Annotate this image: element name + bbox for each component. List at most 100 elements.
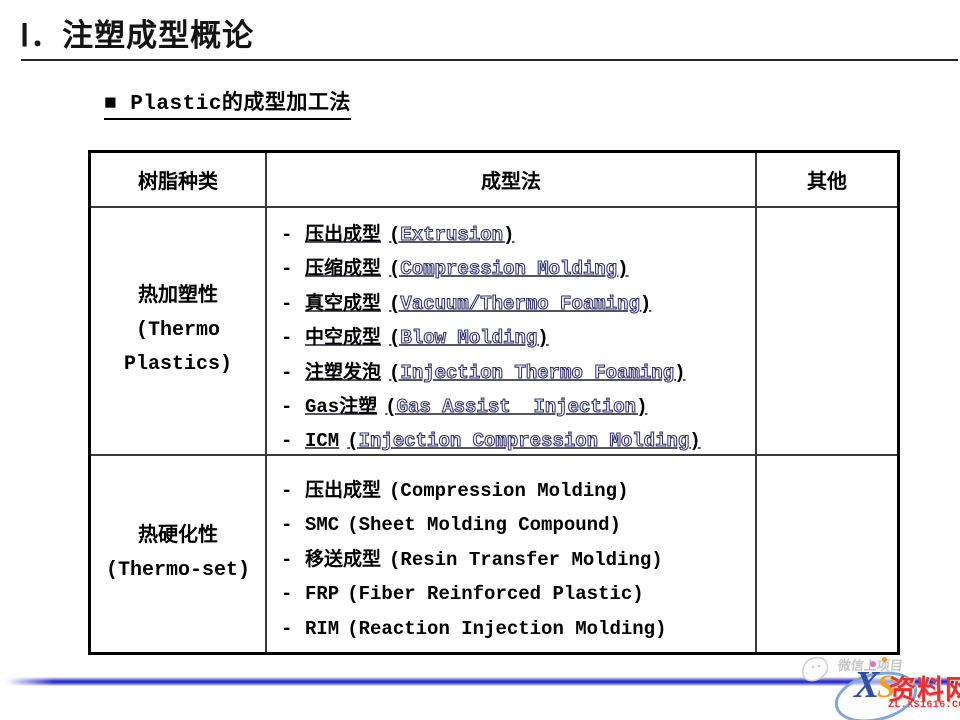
method-name-en: Injection Thermo Foaming [400, 361, 675, 384]
bullet-dash: - [281, 327, 293, 350]
method-name-cn: FRP [305, 583, 340, 606]
paren-open: ( [389, 224, 401, 246]
method-item: - 移送成型 (Resin Transfer Molding) [281, 543, 755, 577]
method-item: - SMC (Sheet Molding Compound) [281, 508, 755, 542]
methods-cell-thermoplastics: - 压出成型 (Extrusion) - 压缩成型 (Compression Moldin… [267, 208, 757, 456]
method-item: - 压缩成型 (Compression Molding) [281, 252, 755, 286]
method-name-en: Injection Compression Molding [358, 430, 690, 453]
method-name-cn: ICM [305, 430, 340, 453]
method-name-cn: 压缩成型 [305, 258, 382, 281]
method-text: 注塑发泡 (Injection Thermo Foaming) [305, 361, 686, 384]
paren-close: ) [537, 327, 549, 350]
method-text: 压出成型 (Extrusion) [305, 223, 515, 246]
method-item: - RIM (Reaction Injection Molding) [281, 612, 755, 646]
paren-open: ( [347, 617, 359, 640]
bullet-dash: - [281, 361, 293, 384]
resin-type-line: (Thermo-set) [105, 559, 251, 582]
method-item: - 压出成型 (Compression Molding) [281, 474, 755, 508]
paren-close: ) [632, 583, 644, 606]
paren-close: ) [617, 258, 629, 281]
paren-open: ( [385, 396, 397, 419]
method-text: 真空成型 (Vacuum/Thermo Foaming) [305, 292, 652, 315]
paren-close: ) [617, 480, 629, 502]
bullet-dash: - [281, 617, 293, 640]
method-name-cn: RIM [305, 617, 340, 640]
paren-open: ( [389, 258, 401, 281]
method-name-en: Sheet Molding Compound [358, 514, 610, 537]
paren-open: ( [389, 480, 401, 502]
paren-close: ) [655, 617, 667, 640]
molding-methods-table: 树脂种类 成型法 其他 热加塑性 (Thermo Plastics) - 压出成型 (E… [88, 150, 900, 655]
bullet-dash: - [281, 583, 293, 606]
paren-open: ( [389, 292, 401, 315]
method-name-cn: 中空成型 [305, 327, 382, 350]
paren-close: ) [689, 430, 701, 453]
bullet-dash: - [281, 258, 293, 281]
method-text: SMC (Sheet Molding Compound) [305, 514, 621, 536]
method-name-cn: 真空成型 [305, 292, 382, 315]
footer-accent-bar [6, 677, 954, 686]
paren-open: ( [347, 583, 359, 606]
bullet-dash: - [281, 430, 293, 453]
paren-close: ) [651, 548, 663, 571]
resin-type-line: Plastics) [123, 353, 233, 376]
method-text: ICM (Injection Compression Molding) [305, 430, 701, 453]
method-item: - Gas注塑 (Gas Assist Injection) [281, 390, 755, 424]
method-name-cn: 压出成型 [305, 224, 382, 246]
method-name-cn: 注塑发泡 [305, 361, 382, 384]
method-text: FRP (Fiber Reinforced Plastic) [305, 583, 644, 605]
logo-letter-s: S [877, 669, 896, 705]
logo-dot-pink [870, 661, 876, 667]
method-name-en: Gas Assist Injection [396, 396, 637, 419]
bullet-dash: - [281, 224, 293, 246]
method-name-en: Blow Molding [400, 327, 538, 350]
paren-open: ( [389, 327, 401, 350]
bullet-dash: - [281, 480, 293, 502]
resin-cell-thermoplastics: 热加塑性 (Thermo Plastics) [91, 208, 267, 456]
resin-type-line: 热加塑性 [138, 285, 218, 308]
method-item: - 压出成型 (Extrusion) [281, 218, 755, 252]
paren-open: ( [389, 548, 401, 571]
method-name-en: Reaction Injection Molding [358, 617, 656, 640]
other-cell-thermoset [757, 456, 897, 652]
method-text: 移送成型 (Resin Transfer Molding) [305, 549, 663, 571]
method-name-cn: SMC [305, 514, 340, 537]
paren-open: ( [347, 430, 359, 453]
resin-type-line: (Thermo [135, 319, 220, 342]
bullet-dash: - [281, 396, 293, 419]
bullet-dash: - [281, 292, 293, 315]
paren-close: ) [636, 396, 648, 419]
method-name-en: Extrusion [400, 223, 504, 246]
resin-type-line: 热硬化性 [138, 525, 218, 548]
method-text: 压出成型 (Compression Molding) [305, 480, 628, 502]
bullet-dash: - [281, 514, 293, 537]
page-title: Ⅰ．注塑成型概论 [20, 21, 255, 56]
ghost-watermark-icon [802, 656, 829, 682]
method-item: - 中空成型 (Blow Molding) [281, 321, 755, 355]
method-name-en: Vacuum/Thermo Foaming [400, 292, 641, 315]
method-text: 中空成型 (Blow Molding) [305, 327, 549, 350]
methods-cell-thermoset: - 压出成型 (Compression Molding) - SMC (Sheet Mol… [267, 456, 757, 652]
method-name-en: Resin Transfer Molding [400, 548, 652, 571]
method-item: - 真空成型 (Vacuum/Thermo Foaming) [281, 287, 755, 321]
method-name-cn: 压出成型 [305, 480, 382, 502]
method-name-cn: Gas注塑 [305, 396, 378, 419]
method-item: - ICM (Injection Compression Molding) [281, 424, 755, 458]
other-cell-thermoplastics [757, 208, 897, 456]
paren-close: ) [639, 292, 652, 315]
paren-open: ( [347, 514, 359, 537]
method-name-en: Fiber Reinforced Plastic [358, 583, 633, 606]
method-item: - FRP (Fiber Reinforced Plastic) [281, 577, 755, 611]
section-subtitle: ■ Plastic的成型加工法 [104, 86, 351, 120]
method-text: RIM (Reaction Injection Molding) [305, 618, 666, 640]
paren-close: ) [503, 224, 515, 246]
logo-site-name: 资料网 [889, 678, 960, 708]
paren-close: ) [674, 361, 686, 384]
method-name-cn: 移送成型 [305, 548, 382, 571]
header-resin-type: 树脂种类 [91, 153, 267, 208]
logo-site-url: ZL.XS1616.COM [888, 700, 960, 711]
method-name-en: Compression Molding [400, 258, 618, 281]
paren-open: ( [389, 361, 401, 384]
logo-letter-x: X [854, 664, 880, 706]
